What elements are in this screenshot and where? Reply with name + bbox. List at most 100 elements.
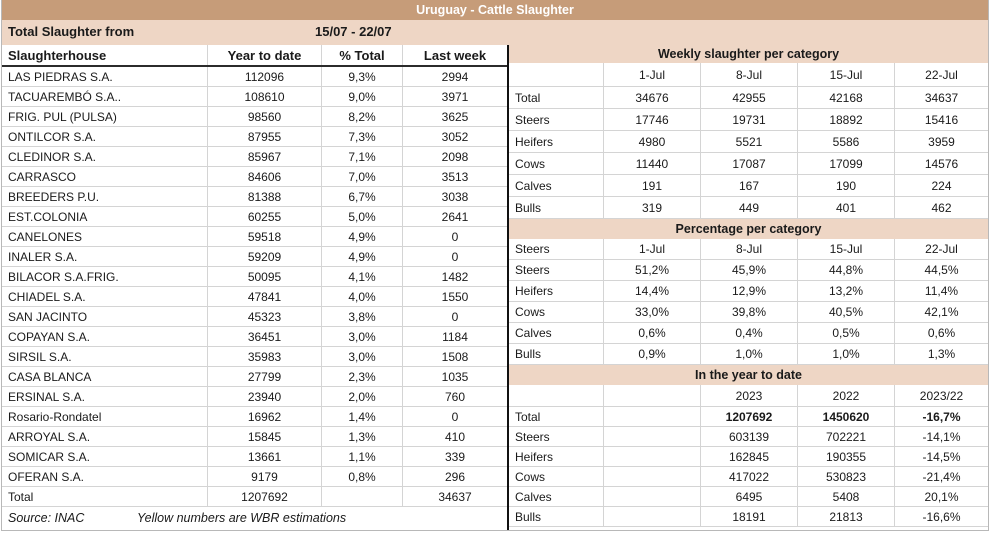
table-cell: 2023/22 [894, 385, 988, 406]
table-cell: 47841 [207, 287, 321, 306]
table-cell: 59518 [207, 227, 321, 246]
table-row: LAS PIEDRAS S.A. 112096 9,3% 2994 [2, 67, 507, 87]
table-row: Calves 191 167 190 224 [509, 175, 988, 197]
weekly-section-title: Weekly slaughter per category [657, 47, 840, 61]
table-row: Calves 0,6% 0,4% 0,5% 0,6% [509, 323, 988, 344]
table-cell: LAS PIEDRAS S.A. [8, 69, 113, 84]
table-row: Heifers 14,4% 12,9% 13,2% 11,4% [509, 281, 988, 302]
table-cell [603, 447, 700, 466]
table-row: INALER S.A. 59209 4,9% 0 [2, 247, 507, 267]
ytd-table-header: 2023 2022 2023/22 [509, 385, 988, 407]
table-cell [509, 63, 603, 86]
table-cell: TACUAREMBÓ S.A.. [8, 89, 122, 104]
table-cell: 4,9% [321, 247, 402, 266]
table-cell: 0,9% [603, 344, 700, 364]
table-cell: 4980 [603, 131, 700, 152]
table-cell: 7,3% [321, 127, 402, 146]
table-cell: 0 [402, 227, 507, 246]
table-cell: 224 [894, 175, 988, 196]
table-cell: 42168 [797, 87, 894, 108]
table-row: Bulls 18191 21813 -16,6% [509, 507, 988, 527]
table-cell: 296 [402, 467, 507, 486]
table-cell: 22-Jul [894, 239, 988, 259]
table-cell: 50095 [207, 267, 321, 286]
table-row: Cows 11440 17087 17099 14576 [509, 153, 988, 175]
table-cell: 0,8% [321, 467, 402, 486]
source-note: Source: INAC [8, 511, 85, 525]
table-cell: 410 [402, 427, 507, 446]
table-cell: Total [515, 90, 541, 105]
table-row: FRIG. PUL (PULSA) 98560 8,2% 3625 [2, 107, 507, 127]
table-cell [603, 507, 700, 526]
table-cell: 339 [402, 447, 507, 466]
table-cell: 3959 [894, 131, 988, 152]
table-cell: 319 [603, 197, 700, 218]
table-cell: -16,6% [894, 507, 988, 526]
table-cell: 0 [402, 407, 507, 426]
table-cell: 5521 [700, 131, 797, 152]
table-cell: EST.COLONIA [8, 209, 88, 224]
table-cell: ERSINAL S.A. [8, 389, 85, 404]
table-cell: 5408 [797, 487, 894, 506]
table-cell: Cows [515, 305, 546, 319]
table-cell: 87955 [207, 127, 321, 146]
table-cell: CASA BLANCA [8, 369, 92, 384]
table-cell: 34637 [894, 87, 988, 108]
table-cell: 15845 [207, 427, 321, 446]
table-cell [603, 407, 700, 426]
report-sheet: Uruguay - Cattle Slaughter Total Slaught… [1, 0, 989, 531]
table-cell: 3,0% [321, 347, 402, 366]
table-cell: -16,7% [894, 407, 988, 426]
table-cell: 3971 [402, 87, 507, 106]
table-row: Cows 417022 530823 -21,4% [509, 467, 988, 487]
table-cell: 21813 [797, 507, 894, 526]
table-cell: 2,0% [321, 387, 402, 406]
table-cell: 190355 [797, 447, 894, 466]
report-title: Uruguay - Cattle Slaughter [416, 3, 574, 17]
table-cell: 603139 [700, 427, 797, 446]
table-cell: Heifers [515, 134, 554, 149]
table-cell: 2098 [402, 147, 507, 166]
table-cell: 84606 [207, 167, 321, 186]
table-cell: 36451 [207, 327, 321, 346]
table-cell: 14576 [894, 153, 988, 174]
percentage-section-title: Percentage per category [675, 222, 822, 236]
table-cell: INALER S.A. [8, 249, 78, 264]
slaughterhouse-table: LAS PIEDRAS S.A. 112096 9,3% 2994 TACUAREMBÓ… [2, 67, 507, 487]
estimation-note: Yellow numbers are WBR estimations [137, 511, 347, 525]
table-row: CHIADEL S.A. 47841 4,0% 1550 [2, 287, 507, 307]
table-cell: 1,3% [894, 344, 988, 364]
table-cell: Year to date [207, 45, 321, 65]
table-cell: 13661 [207, 447, 321, 466]
table-row: SAN JACINTO 45323 3,8% 0 [2, 307, 507, 327]
table-cell: 1508 [402, 347, 507, 366]
table-cell: 15-Jul [797, 63, 894, 86]
table-cell: 7,0% [321, 167, 402, 186]
table-cell: 9,0% [321, 87, 402, 106]
table-cell: Total [515, 409, 541, 424]
table-cell: 1-Jul [603, 63, 700, 86]
category-panel: Weekly slaughter per category 1-Jul 8-Jul… [509, 45, 988, 527]
table-cell: 11,4% [894, 281, 988, 301]
table-cell: 191 [603, 175, 700, 196]
table-row: ERSINAL S.A. 23940 2,0% 760 [2, 387, 507, 407]
slaughterhouse-total-row: Total 1207692 34637 [2, 487, 507, 507]
table-cell: -14,1% [894, 427, 988, 446]
footer-row: Source: INAC Yellow numbers are WBR esti… [2, 507, 507, 530]
table-cell: Bulls [515, 509, 542, 524]
table-cell: Rosario-Rondatel [8, 409, 102, 424]
table-cell [603, 467, 700, 486]
table-cell: 112096 [207, 67, 321, 86]
table-cell: 2023 [700, 385, 797, 406]
table-cell: 401 [797, 197, 894, 218]
table-cell: 98560 [207, 107, 321, 126]
table-row: COPAYAN S.A. 36451 3,0% 1184 [2, 327, 507, 347]
table-cell [509, 385, 603, 406]
table-cell: 1,3% [321, 427, 402, 446]
table-cell: 3052 [402, 127, 507, 146]
table-cell: Steers [515, 263, 550, 277]
ytd-section-title: In the year to date [695, 368, 802, 382]
table-cell: 1,4% [321, 407, 402, 426]
table-cell: 1,1% [321, 447, 402, 466]
